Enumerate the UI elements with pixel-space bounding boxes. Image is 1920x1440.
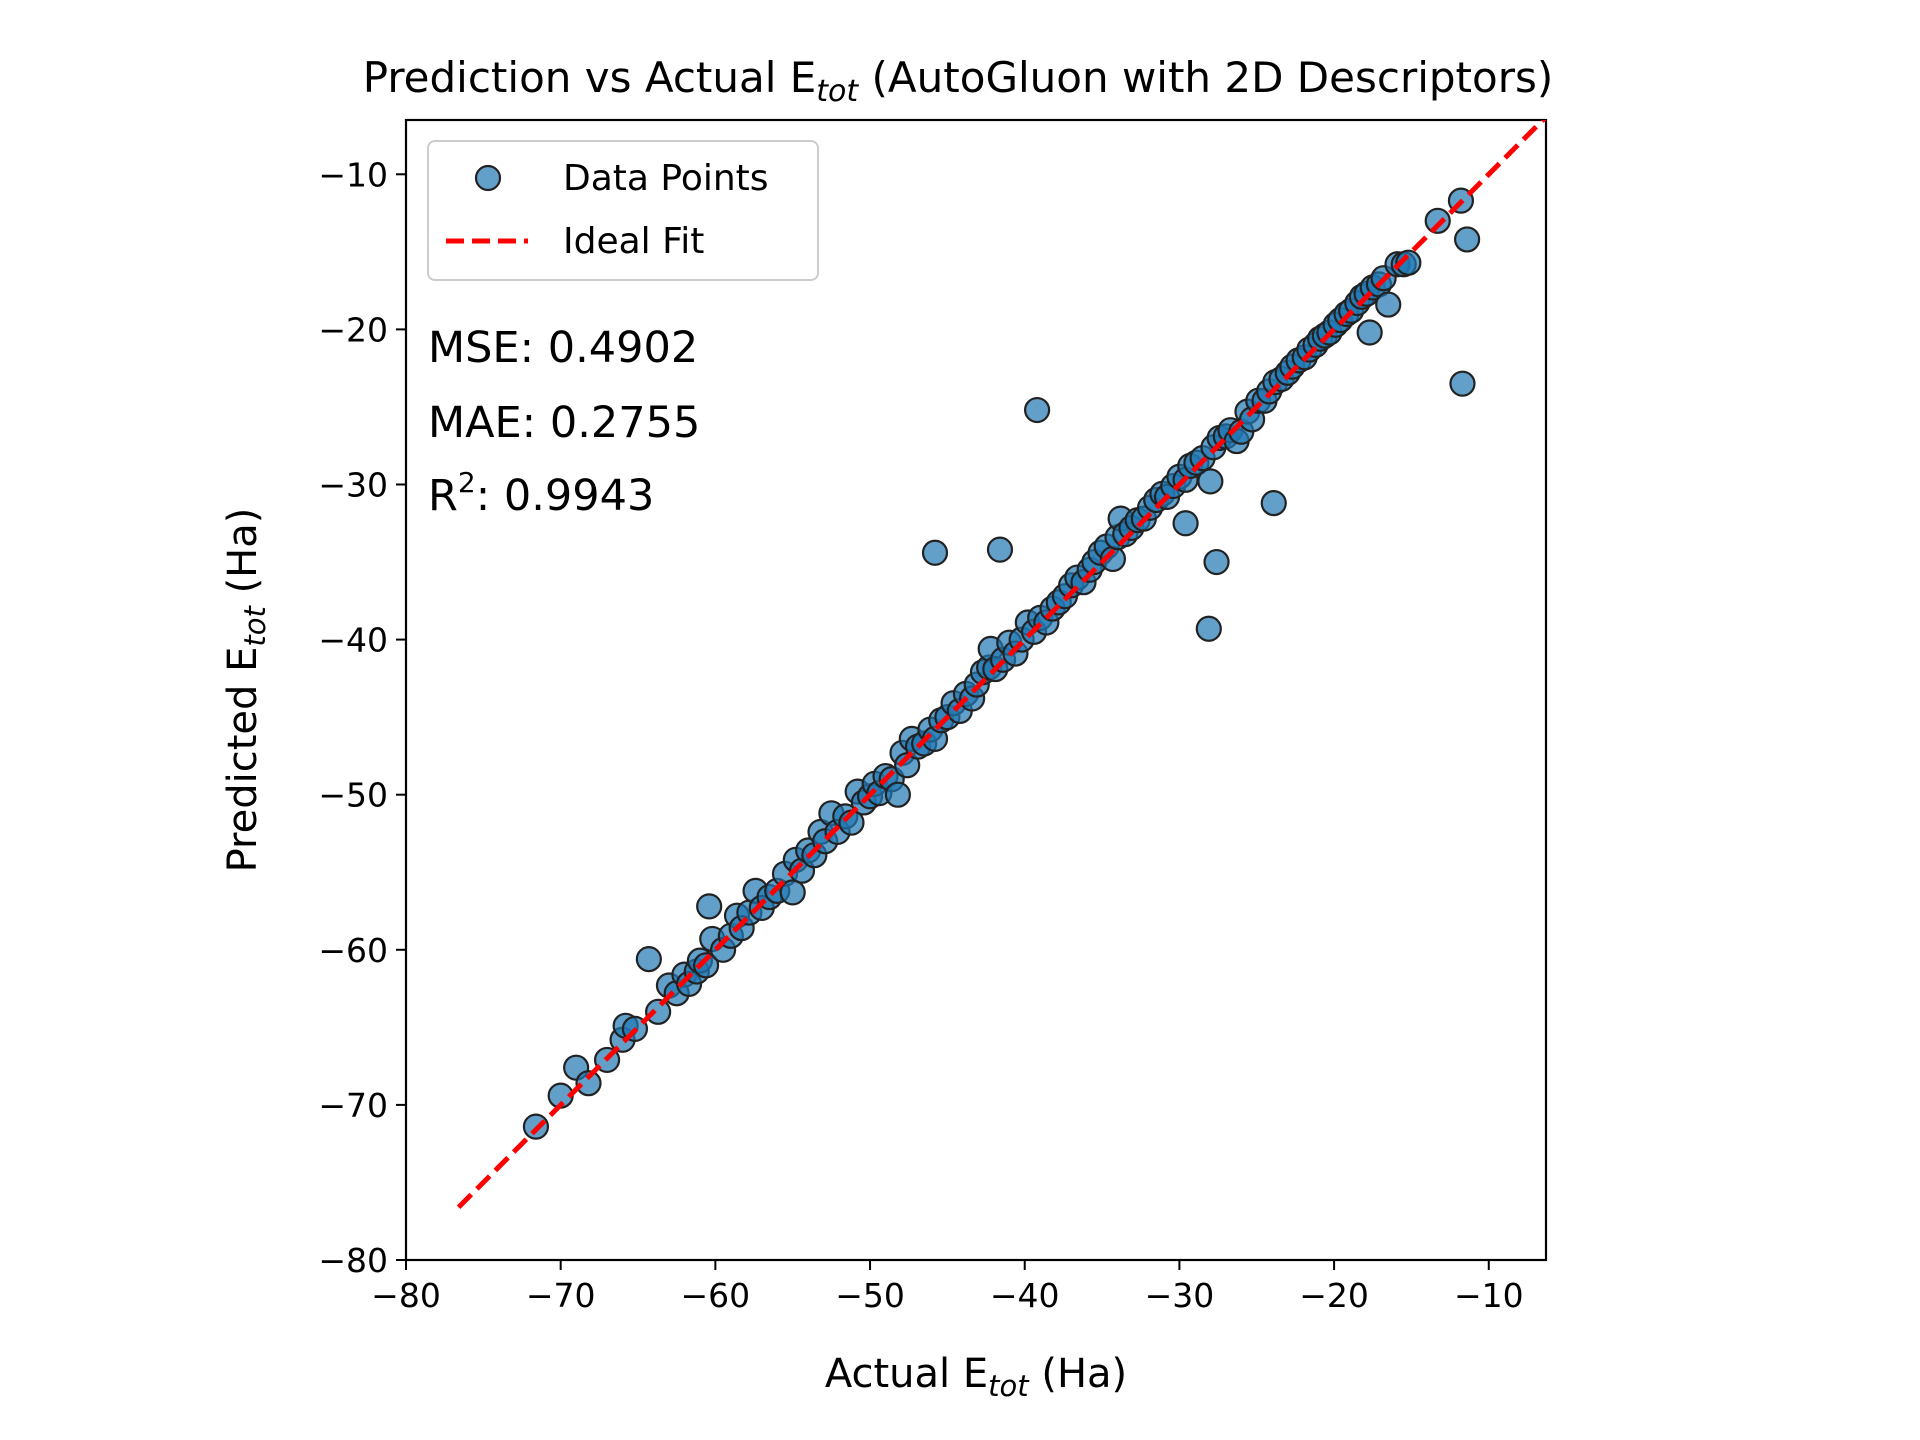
y-axis: −80 −70 −60 −50 −40 −30 −20 −10 [318,155,406,1280]
chart-title: Prediction vs Actual Etot (AutoGluon wit… [363,53,1554,109]
y-tick-label: −30 [318,465,388,504]
y-tick-label: −20 [318,310,388,349]
x-axis: −80 −70 −60 −50 −40 −30 −20 −10 [371,1260,1524,1315]
y-tick-label: −50 [318,776,388,815]
x-tick-label: −50 [835,1276,905,1315]
data-point [1454,226,1481,253]
x-tick-label: −30 [1145,1276,1215,1315]
data-point [1395,249,1422,276]
legend-marker-icon [474,164,502,192]
ideal-fit-line [456,120,1546,1210]
x-tick-label: −20 [1299,1276,1369,1315]
x-tick-label: −10 [1454,1276,1524,1315]
legend-label-ideal-fit: Ideal Fit [563,221,704,262]
data-point [1356,319,1383,346]
data-point [884,781,911,808]
x-tick-label: −80 [371,1276,441,1315]
mse-stat: MSE: 0.4902 [428,323,698,373]
data-point [635,946,662,973]
data-point [1195,615,1222,642]
data-point [1424,207,1451,234]
legend-box [427,140,819,281]
data-point [1197,468,1224,495]
data-point [575,1070,602,1097]
y-tick-label: −60 [318,931,388,970]
y-tick-label: −10 [318,155,388,194]
y-tick-label: −70 [318,1086,388,1125]
y-axis-label: Predicted Etot (Ha) [220,508,272,873]
mae-stat: MAE: 0.2755 [428,398,700,448]
plot-area [404,118,1548,1262]
y-tick-label: −40 [318,621,388,660]
data-point [1375,291,1402,318]
legend: Data Points Ideal Fit [427,140,819,281]
x-tick-label: −70 [526,1276,596,1315]
r2-stat: R2: 0.9943 [428,466,654,521]
y-tick-label: −80 [318,1241,388,1280]
legend-label-data-points: Data Points [563,158,769,199]
ideal-fit-layer [456,120,1546,1210]
data-point [921,539,949,566]
data-point [645,998,672,1025]
data-point [986,536,1014,563]
data-point [1260,490,1287,517]
x-tick-label: −60 [681,1276,751,1315]
data-point [779,879,806,906]
data-point [696,893,723,920]
x-tick-label: −40 [990,1276,1060,1315]
data-point [692,952,720,979]
data-point [1023,396,1051,424]
plot-frame [404,118,1548,1262]
x-axis-label: Actual Etot (Ha) [825,1351,1127,1403]
data-point [1172,510,1199,537]
data-point [1203,548,1230,576]
stats-block: MSE: 0.4902 MAE: 0.2755 R2: 0.9943 [428,323,700,521]
data-point [1449,370,1476,397]
